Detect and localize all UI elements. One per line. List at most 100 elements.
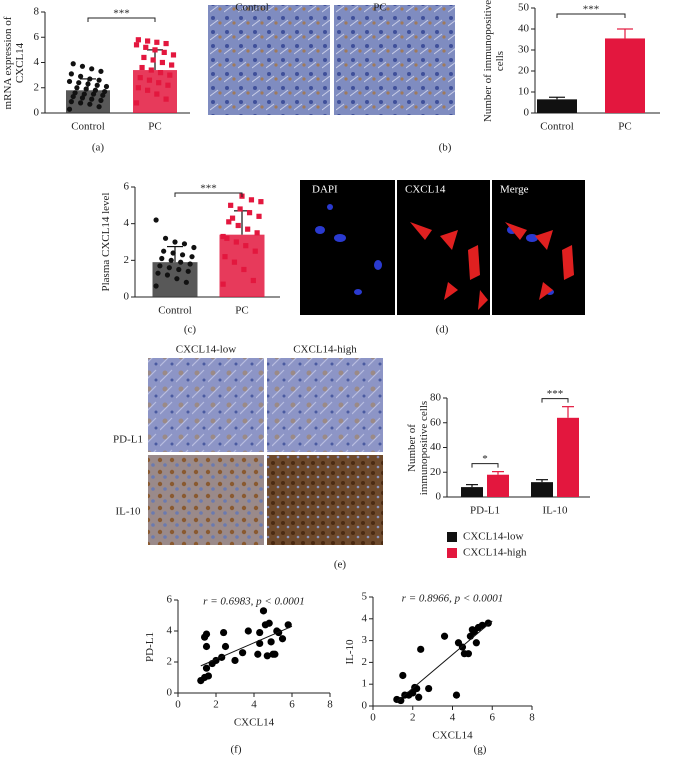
- data-point: [221, 642, 230, 651]
- y-tick-label: 0: [524, 107, 530, 119]
- x-tick-label: 4: [450, 712, 456, 724]
- data-point: [96, 104, 102, 110]
- data-point: [135, 85, 141, 91]
- data-point: [135, 37, 141, 43]
- significance-bracket: [556, 13, 626, 18]
- x-tick-label: PD-L1: [470, 505, 500, 517]
- data-point: [235, 222, 241, 229]
- data-point: [96, 77, 102, 83]
- data-point: [202, 630, 211, 638]
- data-point: [263, 652, 271, 660]
- ihc-image: [267, 358, 383, 452]
- y-tick-label: 30: [518, 44, 530, 56]
- data-point: [244, 627, 252, 635]
- panel-e-image: CXCL14-low CXCL14-high PD-L1 IL-10 (e): [113, 344, 383, 571]
- data-point: [78, 100, 84, 106]
- fit-line: [200, 625, 293, 667]
- data-point: [98, 97, 104, 103]
- data-point: [202, 642, 211, 651]
- panel-label: (d): [436, 324, 449, 336]
- data-point: [413, 684, 421, 693]
- data-point: [220, 233, 226, 240]
- cxcl14-stain: [410, 222, 574, 310]
- data-point: [415, 693, 423, 701]
- ihc-image: [148, 358, 264, 452]
- data-point: [83, 86, 89, 92]
- data-point: [452, 691, 461, 699]
- data-point: [169, 62, 175, 68]
- data-point: [399, 671, 407, 680]
- data-point: [133, 100, 140, 106]
- bar: [557, 417, 579, 497]
- data-point: [397, 696, 405, 705]
- ihc-image: [267, 455, 383, 545]
- data-point: [231, 259, 238, 265]
- legend-swatch: [447, 548, 457, 558]
- image-title: CXCL14: [405, 184, 446, 196]
- data-point: [153, 217, 159, 223]
- data-point: [258, 199, 264, 205]
- data-point: [237, 206, 243, 212]
- data-point: [79, 63, 86, 69]
- data-point: [174, 276, 180, 282]
- data-point: [68, 99, 74, 105]
- y-tick-label: 2: [167, 656, 173, 668]
- data-point: [170, 52, 177, 58]
- data-point: [85, 81, 91, 87]
- panel-label: (g): [474, 744, 487, 756]
- y-tick-label: 40: [518, 23, 530, 35]
- panel-b-image: Control PC (b): [208, 2, 455, 154]
- data-point: [222, 254, 228, 260]
- data-point: [164, 272, 171, 278]
- data-point: [141, 54, 147, 61]
- y-tick-label: 2: [362, 656, 368, 668]
- data-point: [172, 239, 178, 245]
- data-point: [161, 248, 167, 254]
- row-label: PD-L1: [113, 434, 143, 446]
- column-label: CXCL14-low: [176, 344, 237, 356]
- data-point: [252, 248, 258, 254]
- data-point: [245, 226, 251, 232]
- data-point: [243, 243, 249, 249]
- image-title: DAPI: [312, 184, 338, 196]
- data-point: [181, 241, 188, 247]
- data-point: [425, 684, 433, 693]
- data-point: [145, 38, 151, 44]
- data-point: [233, 239, 239, 245]
- data-point: [250, 277, 256, 284]
- data-point: [153, 283, 159, 289]
- data-point: [202, 664, 211, 672]
- data-point: [204, 672, 212, 680]
- row-label: IL-10: [115, 506, 141, 518]
- data-point: [145, 87, 151, 93]
- y-tick-label: 0: [436, 491, 442, 503]
- data-point: [248, 197, 255, 203]
- data-point: [143, 44, 149, 50]
- y-tick-label: 0: [362, 700, 368, 712]
- y-tick-label: 20: [518, 65, 530, 77]
- y-tick-label: 40: [430, 441, 442, 453]
- data-point: [464, 650, 472, 658]
- y-tick-label: 3: [362, 634, 368, 646]
- panel-label: (f): [231, 744, 242, 756]
- y-axis-label: Number of immunopositive cells: [406, 400, 430, 495]
- data-point: [259, 607, 268, 615]
- data-point: [148, 67, 154, 73]
- data-point: [159, 59, 165, 66]
- data-point: [92, 87, 98, 93]
- data-point: [478, 621, 486, 629]
- y-tick-label: 6: [124, 181, 130, 193]
- y-tick-label: 20: [430, 466, 442, 478]
- x-axis-label: CXCL14: [432, 730, 473, 742]
- panel-d-image: DAPI CXCL14 Merge (d): [300, 180, 585, 336]
- legend-swatch: [447, 532, 457, 542]
- bar: [461, 487, 483, 497]
- bar: [487, 474, 509, 497]
- x-tick-label: 4: [251, 699, 257, 711]
- data-point: [161, 49, 167, 55]
- y-tick-label: 5: [362, 591, 368, 603]
- data-point: [165, 82, 171, 88]
- data-point: [76, 80, 82, 86]
- y-tick-label: 0: [34, 107, 40, 119]
- panel-label: (e): [334, 559, 347, 571]
